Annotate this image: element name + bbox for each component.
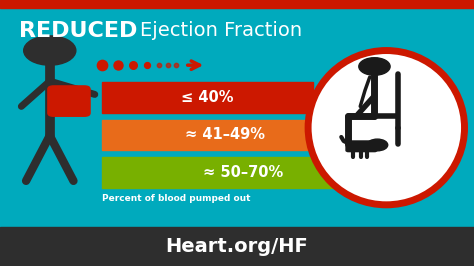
Text: ≈ 41–49%: ≈ 41–49% [185,127,265,143]
Text: Ejection Fraction: Ejection Fraction [140,21,302,40]
Point [164,63,172,67]
Text: ≤ 40%: ≤ 40% [181,90,234,105]
FancyBboxPatch shape [346,141,377,152]
Text: ≈ 50–70%: ≈ 50–70% [203,165,283,180]
Text: REDUCED: REDUCED [19,20,137,41]
FancyBboxPatch shape [48,86,90,116]
Point [98,63,106,67]
Bar [102,82,313,113]
Bar [102,120,348,150]
Circle shape [359,58,390,75]
Ellipse shape [308,51,465,205]
Text: Percent of blood pumped out: Percent of blood pumped out [102,194,250,203]
Point [173,63,180,67]
Bar [0,0,474,8]
Circle shape [367,139,388,151]
Bar [0,227,474,266]
Point [155,63,163,67]
Circle shape [24,36,76,65]
Point [143,63,151,67]
Point [114,63,121,67]
Text: Heart.org/HF: Heart.org/HF [165,237,309,256]
Point [129,63,137,67]
Bar [102,157,384,188]
